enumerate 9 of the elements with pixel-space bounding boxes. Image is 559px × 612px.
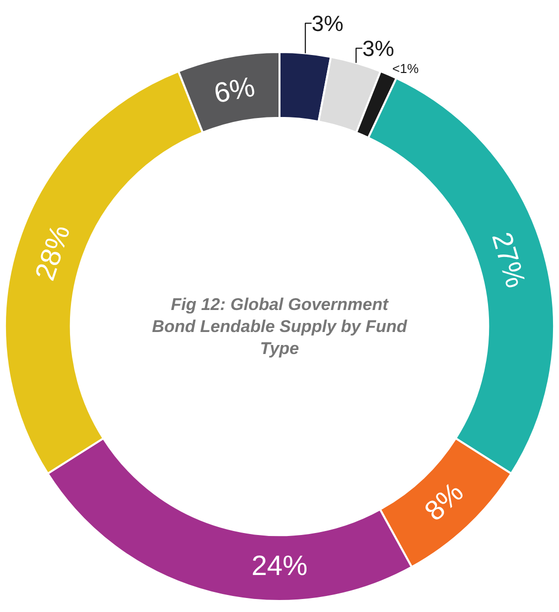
data-label: 3% [362, 36, 394, 61]
data-label: 8% [418, 476, 470, 527]
data-label: 6% [212, 70, 258, 109]
data-label: <1% [392, 60, 420, 76]
data-label: 27% [486, 228, 532, 292]
data-label: 24% [251, 550, 308, 581]
data-label: 3% [312, 10, 344, 36]
text: Fig 12: Global Government Bond Lendable Supply by Fund Type [152, 295, 408, 358]
data-label: 28% [28, 221, 76, 284]
